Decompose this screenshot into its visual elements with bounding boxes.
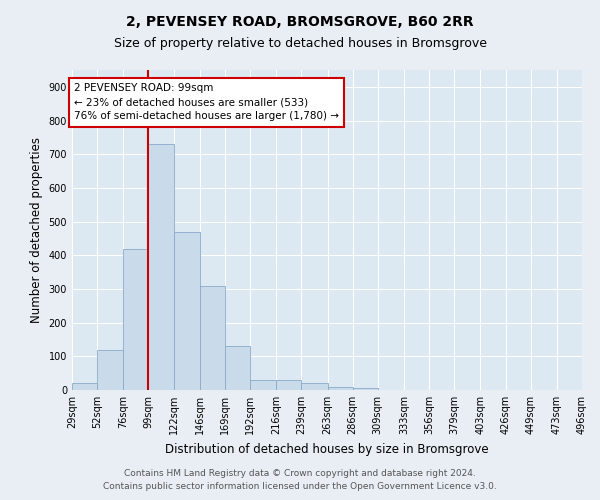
Bar — [72, 384, 97, 390]
X-axis label: Distribution of detached houses by size in Bromsgrove: Distribution of detached houses by size … — [165, 442, 489, 456]
Bar — [250, 380, 276, 390]
Bar — [276, 380, 301, 390]
Bar — [97, 350, 124, 390]
Bar — [148, 144, 173, 390]
Bar — [173, 232, 200, 390]
Text: Contains HM Land Registry data © Crown copyright and database right 2024.: Contains HM Land Registry data © Crown c… — [124, 468, 476, 477]
Bar — [328, 386, 353, 390]
Bar — [225, 346, 250, 390]
Text: 2, PEVENSEY ROAD, BROMSGROVE, B60 2RR: 2, PEVENSEY ROAD, BROMSGROVE, B60 2RR — [126, 15, 474, 29]
Y-axis label: Number of detached properties: Number of detached properties — [30, 137, 43, 323]
Bar — [124, 248, 148, 390]
Text: Contains public sector information licensed under the Open Government Licence v3: Contains public sector information licen… — [103, 482, 497, 491]
Bar — [301, 384, 328, 390]
Bar — [353, 388, 378, 390]
Text: 2 PEVENSEY ROAD: 99sqm
← 23% of detached houses are smaller (533)
76% of semi-de: 2 PEVENSEY ROAD: 99sqm ← 23% of detached… — [74, 84, 339, 122]
Text: Size of property relative to detached houses in Bromsgrove: Size of property relative to detached ho… — [113, 38, 487, 51]
Bar — [200, 286, 225, 390]
